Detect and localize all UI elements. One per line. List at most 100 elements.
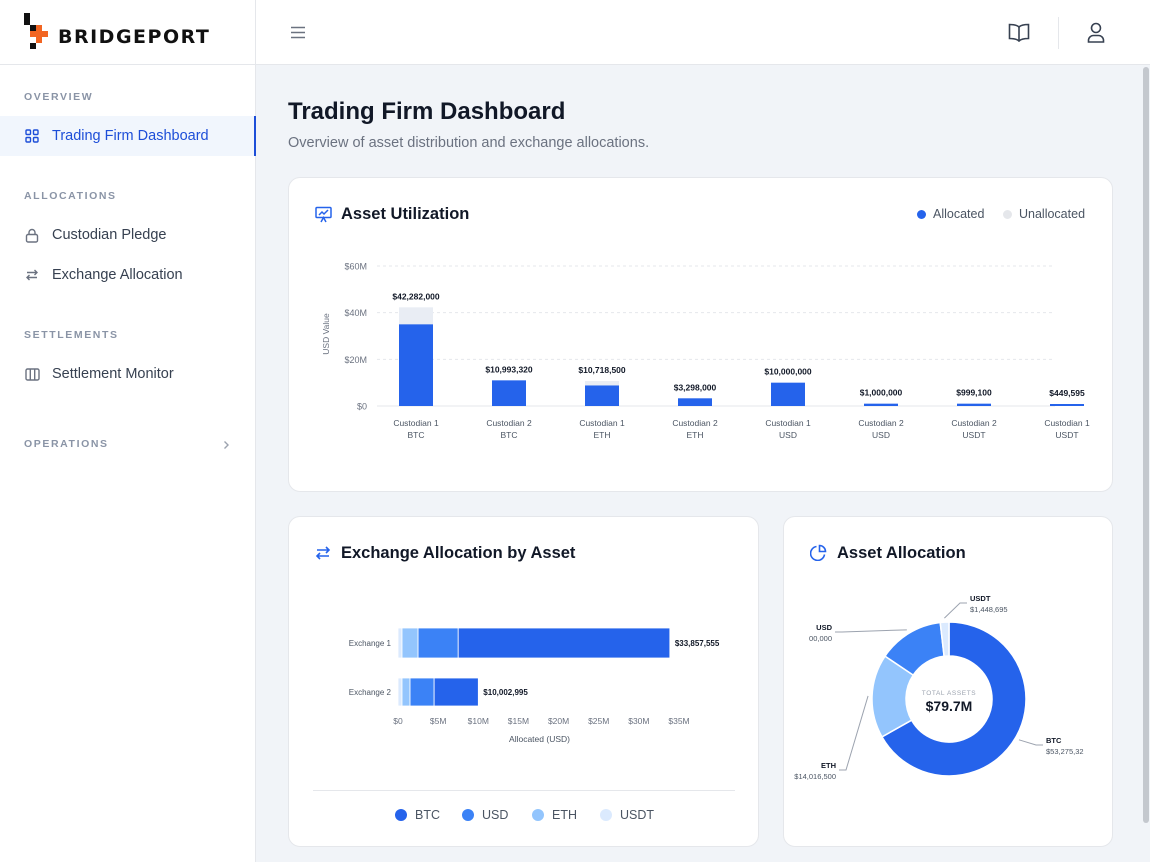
bar-total-label: $33,857,555	[675, 639, 720, 648]
y-axis-label: USD Value	[321, 313, 331, 355]
book-icon[interactable]	[1008, 23, 1030, 47]
lock-icon	[24, 227, 40, 243]
brand-name: BRIDGEPORT	[58, 26, 211, 48]
x-tick-label: $5M	[430, 716, 447, 726]
slice-name-label: USDT	[970, 594, 991, 603]
y-tick-label: Exchange 1	[349, 639, 392, 648]
x-tick-label: $15M	[508, 716, 529, 726]
scrollbar-thumb[interactable]	[1143, 67, 1149, 823]
bar-segment-usd	[409, 677, 435, 707]
legend-dot	[600, 809, 612, 821]
bar-allocated	[771, 382, 805, 406]
exchange-arrows-icon	[315, 545, 331, 566]
x-tick-label: Custodian 2	[672, 418, 718, 428]
x-tick-sublabel: ETH	[687, 430, 704, 440]
x-tick-sublabel: ETH	[594, 430, 611, 440]
sidebar-item-exchange-allocation[interactable]: Exchange Allocation	[0, 255, 256, 295]
y-tick-label: $0	[357, 402, 367, 412]
bar-segment-eth	[401, 677, 411, 707]
bar-allocated	[957, 403, 991, 406]
pie-chart-icon	[809, 544, 827, 566]
legend-item-usd[interactable]: USD	[462, 808, 508, 822]
bar-value-label: $10,993,320	[485, 364, 533, 374]
brand-logo[interactable]: BRIDGEPORT	[0, 0, 255, 65]
bar-allocated	[399, 324, 433, 406]
presentation-chart-icon	[315, 206, 332, 228]
asset-allocation-donut: BTC $53,275,32 ETH $14,016,500 USD 00,000 USDT…	[794, 594, 1084, 781]
bar-value-label: $1,000,000	[860, 388, 903, 398]
exchange-legend: BTC USD ETH USDT	[289, 806, 760, 826]
page-subtitle: Overview of asset distribution and excha…	[288, 135, 650, 151]
section-settlements: SETTLEMENTS	[24, 329, 119, 341]
scrollbar[interactable]	[1142, 65, 1150, 862]
x-tick-sublabel: BTC	[501, 430, 518, 440]
asset-allocation-card: Asset Allocation BTC $53,275,32 ETH $14,016…	[783, 516, 1113, 847]
page-title: Trading Firm Dashboard	[288, 98, 566, 125]
leader-line	[1018, 739, 1043, 746]
legend-item-btc[interactable]: BTC	[395, 808, 440, 822]
legend-dot	[532, 809, 544, 821]
bridgeport-logo-icon	[24, 13, 48, 49]
columns-icon	[24, 366, 40, 382]
sidebar: BRIDGEPORT OVERVIEW Trading Firm Dashboa…	[0, 0, 256, 862]
x-tick-label: Custodian 2	[951, 418, 997, 428]
x-tick-sublabel: USD	[872, 430, 890, 440]
section-operations: OPERATIONS	[24, 438, 109, 450]
y-tick-label: $20M	[344, 355, 367, 365]
y-tick-label: Exchange 2	[349, 688, 392, 697]
x-tick-sublabel: USDT	[962, 430, 985, 440]
slice-value-label: $53,275,32	[1046, 747, 1084, 756]
card-title: Asset Utilization	[341, 205, 470, 223]
x-tick-label: Custodian 1	[393, 418, 439, 428]
center-label: TOTAL ASSETS	[922, 690, 976, 697]
x-tick-sublabel: BTC	[408, 430, 425, 440]
legend-label: USDT	[620, 808, 655, 822]
legend-label: BTC	[415, 808, 440, 822]
legend-dot	[917, 209, 926, 219]
x-tick-label: Custodian 1	[765, 418, 811, 428]
sidebar-item-label: Custodian Pledge	[52, 227, 167, 243]
hamburger-icon[interactable]	[290, 26, 306, 44]
slice-name-label: BTC	[1046, 736, 1062, 745]
legend-item-eth[interactable]: ETH	[532, 808, 577, 822]
bar-segment-usdt	[397, 677, 403, 707]
section-operations-toggle[interactable]: OPERATIONS	[0, 433, 256, 453]
user-icon[interactable]	[1087, 22, 1105, 48]
legend-label: USD	[482, 808, 509, 822]
x-tick-label: $10M	[468, 716, 489, 726]
legend-label: ETH	[552, 808, 577, 822]
header-divider	[1058, 17, 1059, 49]
sidebar-item-label: Exchange Allocation	[52, 267, 183, 283]
asset-utilization-card: Asset Utilization Allocated Unallocated …	[288, 177, 1113, 492]
x-tick-sublabel: USD	[779, 430, 797, 440]
top-bar	[256, 0, 1150, 65]
bar-unallocated	[399, 307, 433, 325]
bar-segment-btc	[457, 627, 671, 659]
legend-allocated[interactable]: Allocated	[917, 207, 984, 221]
bar-total-label: $10,002,995	[483, 688, 528, 697]
slice-name-label: USD	[816, 623, 832, 632]
grid-icon	[24, 128, 40, 144]
card-title: Asset Allocation	[837, 544, 966, 562]
bar-value-label: $999,100	[956, 388, 992, 398]
bar-allocated	[492, 380, 526, 406]
card-title: Exchange Allocation by Asset	[341, 544, 576, 562]
legend-item-usdt[interactable]: USDT	[600, 808, 654, 822]
y-tick-label: $60M	[344, 262, 367, 272]
exchange-allocation-card: Exchange Allocation by Asset Exchange 1 $…	[288, 516, 759, 847]
section-overview: OVERVIEW	[24, 91, 94, 103]
bar-segment-usd	[417, 627, 459, 659]
legend-label: Unallocated	[1019, 207, 1086, 221]
x-tick-sublabel: USDT	[1055, 430, 1078, 440]
legend-unallocated[interactable]: Unallocated	[1003, 207, 1085, 221]
sidebar-item-custodian-pledge[interactable]: Custodian Pledge	[0, 215, 256, 255]
bar-segment-usdt	[397, 627, 403, 659]
bar-segment-btc	[433, 677, 479, 707]
bar-value-label: $10,000,000	[764, 367, 812, 377]
sidebar-item-dashboard[interactable]: Trading Firm Dashboard	[0, 116, 256, 156]
bar-value-label: $449,595	[1049, 388, 1085, 398]
x-tick-label: $20M	[548, 716, 569, 726]
slice-value-label: 00,000	[809, 634, 832, 643]
bar-allocated	[585, 385, 619, 406]
sidebar-item-settlement-monitor[interactable]: Settlement Monitor	[0, 354, 256, 394]
